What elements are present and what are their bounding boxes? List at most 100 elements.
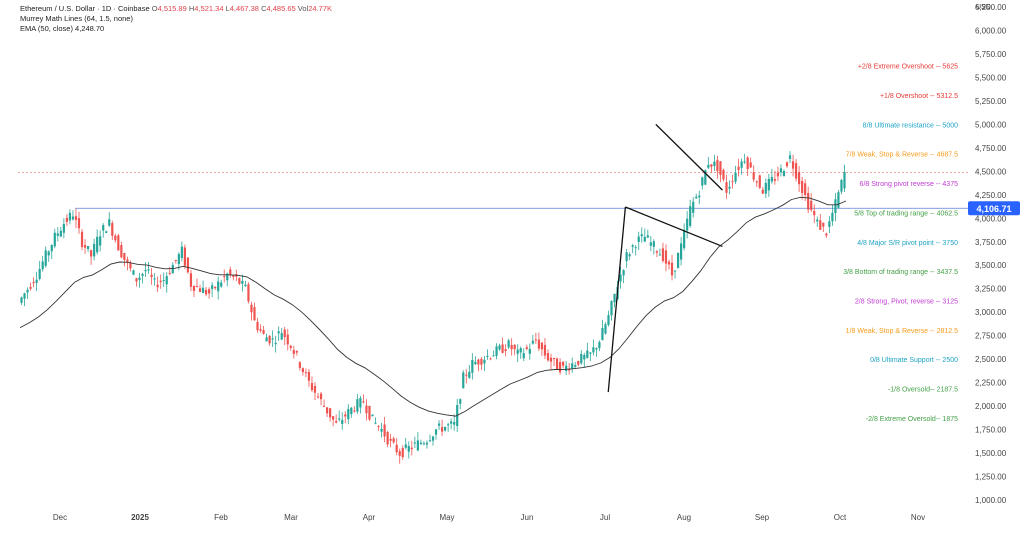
candle-body [834,199,837,213]
candle-body [707,164,710,168]
candle-body [292,350,295,355]
candle-body [232,275,235,278]
candle-body [740,161,743,168]
candle-body [304,372,308,374]
candle-body [779,168,783,173]
candle-body [223,276,226,278]
candle-body [295,351,298,353]
candle-body [341,419,344,424]
candle-body [50,245,53,252]
murrey-line-label: 1/8 Weak, Stop & Reverse -- 2812.5 [846,328,958,335]
candle-body [574,365,577,367]
candle-body [782,171,786,177]
candle-body [710,164,713,167]
candle-body [634,247,637,249]
candle-body [338,418,341,420]
candle-body [422,443,426,445]
candle-body [646,235,649,238]
candle-body [631,245,634,247]
candle-body [598,342,601,349]
candle-body [507,340,510,348]
candle-body [776,172,780,177]
x-tick-label: Apr [363,513,376,522]
candle-body [126,259,129,263]
candle-body [670,262,674,276]
candle-body [465,374,468,376]
candle-body [531,340,534,344]
candle-body [32,282,35,284]
candle-body [310,383,314,391]
candle-body [271,338,274,340]
candle-body [692,201,695,213]
candle-body [704,170,707,185]
candle-body [316,396,320,398]
candle-body [755,181,758,183]
y-tick-label: 2,000.00 [975,402,1007,411]
murrey-line-label: 3/8 Bottom of trading range -- 3437.5 [843,269,958,276]
candle-body [74,216,78,220]
candle-body [643,236,646,242]
low-label: L [225,4,230,13]
candle-body [628,254,631,257]
candle-body [319,393,323,400]
candle-body [801,180,804,194]
candle-body [159,280,162,283]
x-tick-label: Mar [284,513,298,522]
candle-body [546,353,550,361]
candle-body [286,334,289,345]
murrey-line-label: +1/8 Overshoot -- 5312.5 [880,93,958,100]
candle-body [840,179,843,192]
candle-body [93,243,96,257]
candle-body [807,193,810,210]
candle-body [622,270,625,276]
candle-body [810,200,813,210]
candle-body [132,270,135,275]
candle-body [156,284,159,288]
candle-body [62,223,65,233]
candle-body [204,289,208,295]
candle-body [120,245,123,258]
candle-body [262,329,265,334]
candle-body [47,251,50,256]
y-tick-label: 4,500.00 [975,167,1007,176]
candle-body [419,442,422,445]
trendline [625,206,723,248]
trendline [655,123,723,191]
candle-body [580,353,583,364]
x-tick-label: Sep [755,513,770,522]
candle-body [229,269,232,275]
candle-body [428,440,432,442]
candle-body [347,409,350,420]
candle-body [746,157,749,170]
candle-body [680,243,683,260]
volume-value: 24.77K [308,4,332,13]
y-tick-label: 3,000.00 [975,308,1007,317]
y-tick-label: 3,500.00 [975,261,1007,270]
candle-body [604,324,607,334]
indicator-ema-name: EMA (50, close) [20,24,73,33]
candle-body [398,451,401,456]
candle-body [256,322,259,331]
candle-body [35,279,38,283]
candle-body [459,399,462,404]
candle-body [425,442,429,445]
candle-body [664,250,668,264]
candle-body [332,416,335,420]
candle-body [416,440,419,451]
candle-body [68,212,72,221]
candle-body [186,257,190,273]
y-tick-label: 5,500.00 [975,73,1007,82]
candle-body [144,269,147,272]
open-label: O [151,4,158,13]
candle-body [788,155,792,159]
candle-body [725,182,728,193]
candle-body [592,347,595,353]
candle-body [283,329,286,338]
price-badge [968,201,1020,216]
candle-body [619,274,622,282]
candle-body [764,182,767,194]
candle-body [722,169,725,180]
candle-body [65,217,68,222]
x-tick-label: May [439,513,454,522]
candle-body [719,161,722,175]
